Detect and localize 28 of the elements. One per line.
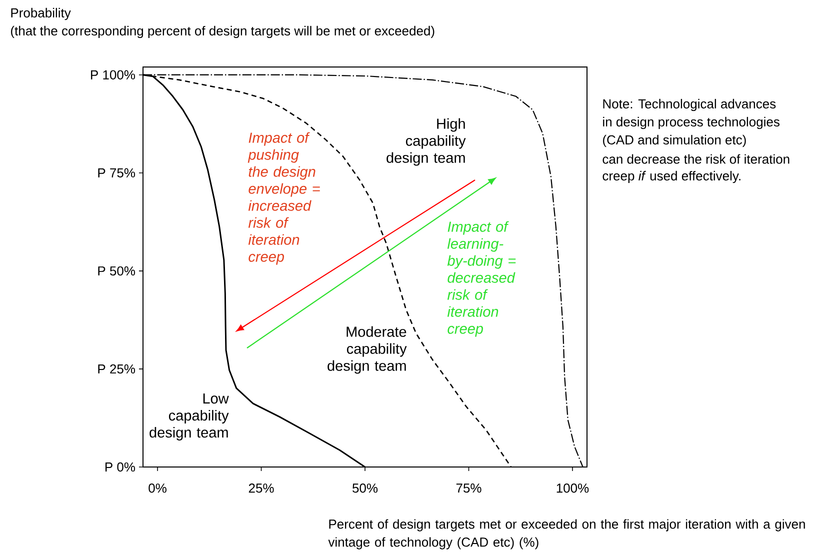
text: creep if used effectively. — [602, 170, 740, 184]
x-tick-label: 100% — [556, 484, 589, 493]
text: P — [105, 462, 112, 472]
y-tick-label: 100% — [103, 70, 136, 80]
text: High capability design team — [386, 118, 466, 166]
x-tick-label: 75% — [456, 484, 482, 493]
y-tick-label: 50% — [110, 266, 136, 276]
series-label: Moderate capability design team — [328, 326, 407, 374]
text: in design process technologies — [603, 116, 780, 130]
x-tick-label: 0% — [148, 484, 166, 493]
y-tick-label: 75% — [110, 168, 136, 178]
text: P — [98, 364, 106, 374]
text: P — [98, 168, 106, 178]
annotation: Impact of pushing the design envelope = increased risk of iteration creep — [248, 132, 320, 265]
text: (CAD and simulation etc) — [603, 134, 746, 148]
series-label: Low capability design team — [150, 394, 229, 440]
text: (that the corresponding percent of design targets will be met or exceeded) — [11, 26, 434, 38]
y-tick-label: 0% — [117, 462, 136, 472]
y-axis-title: Probability — [11, 8, 71, 20]
x-tick-label: 25% — [248, 484, 274, 493]
text: P — [91, 70, 98, 80]
text: can decrease the risk of iteration — [602, 154, 790, 164]
x-axis-title: Percent of design targets met or exceeded on the first major iteration with a given vintage of technology (CAD etc) (%) — [328, 519, 805, 550]
x-tick-label: 50% — [352, 484, 378, 493]
y-tick-label: 25% — [110, 364, 136, 374]
text: Note: Technological advances — [603, 98, 776, 112]
annotation: Impact of learning-by-doing = decreased risk of iteration creep — [447, 221, 516, 337]
text: P — [98, 266, 106, 276]
